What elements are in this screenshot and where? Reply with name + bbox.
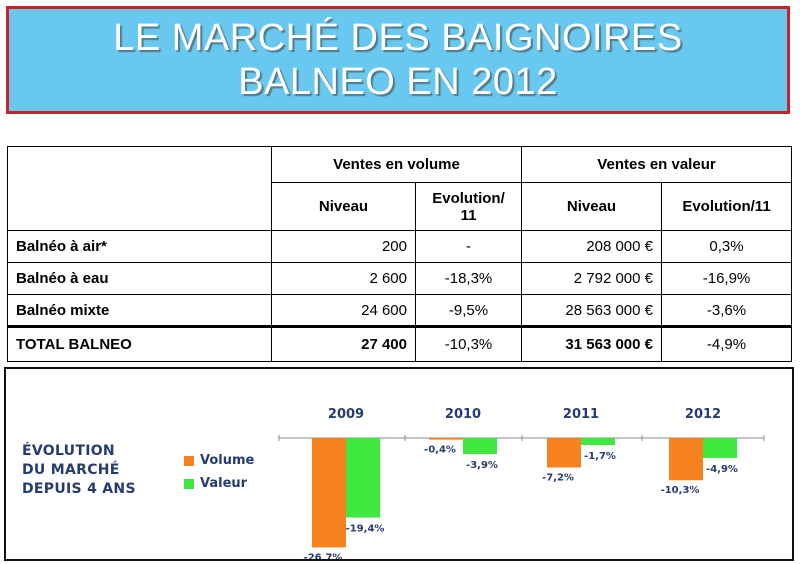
total-label: TOTAL BALNEO xyxy=(7,325,272,362)
subheader-volume-evolution: Evolution/ 11 xyxy=(415,182,522,231)
legend-label-volume: Volume xyxy=(200,453,255,468)
total-volume-level: 27 400 xyxy=(271,325,416,362)
title-line-1: LE MARCHÉ DES BAIGNOIRES xyxy=(113,17,683,59)
bar-valeur-2011 xyxy=(581,438,615,445)
cell-volume-evolution: -18,3% xyxy=(415,262,522,295)
cell-volume-level: 24 600 xyxy=(271,294,416,327)
table-row: Balnéo à eau 2 600 -18,3% 2 792 000 € -1… xyxy=(7,262,792,295)
cell-value-level: 28 563 000 € xyxy=(521,294,662,327)
value-label-valeur-2009: -19,4% xyxy=(346,524,385,535)
cell-volume-level: 2 600 xyxy=(271,262,416,295)
bar-volume-2010 xyxy=(429,438,463,440)
subheader-value-level: Niveau xyxy=(521,182,662,231)
cell-volume-evolution: - xyxy=(415,230,522,263)
total-value-level: 31 563 000 € xyxy=(521,325,662,362)
cell-volume-evolution: -9,5% xyxy=(415,294,522,327)
value-label-valeur-2011: -1,7% xyxy=(584,451,616,462)
title-banner: LE MARCHÉ DES BAIGNOIRES BALNEO EN 2012 xyxy=(6,6,790,114)
subheader-value-evolution: Evolution/11 xyxy=(661,182,792,231)
legend-item-valeur: Valeur xyxy=(184,472,254,495)
subheader-volume-level: Niveau xyxy=(271,182,416,231)
row-label: Balnéo à eau xyxy=(7,262,272,295)
value-label-valeur-2010: -3,9% xyxy=(466,460,498,471)
bar-valeur-2012 xyxy=(703,438,737,459)
legend-swatch-valeur xyxy=(184,478,194,489)
cell-value-level: 208 000 € xyxy=(521,230,662,263)
table-total-row: TOTAL BALNEO 27 400 -10,3% 31 563 000 € … xyxy=(7,325,792,362)
chart-side-title: ÉVOLUTION DU MARCHÉ DEPUIS 4 ANS xyxy=(22,442,136,499)
table-header-row-2: Niveau Evolution/ 11 Niveau Evolution/11 xyxy=(8,182,792,231)
cell-value-evolution: -16,9% xyxy=(661,262,792,295)
table-row: Balnéo mixte 24 600 -9,5% 28 563 000 € -… xyxy=(7,294,792,327)
chart-legend: Volume Valeur xyxy=(184,449,254,495)
value-label-volume-2012: -10,3% xyxy=(661,485,700,496)
header-value: Ventes en valeur xyxy=(521,146,792,183)
cell-value-evolution: -3,6% xyxy=(661,294,792,327)
legend-item-volume: Volume xyxy=(184,449,254,472)
side-title-line: DU MARCHÉ xyxy=(22,462,120,478)
header-volume: Ventes en volume xyxy=(271,146,522,183)
table-corner-cell xyxy=(7,146,272,231)
legend-swatch-volume xyxy=(184,455,194,466)
side-title-line: ÉVOLUTION xyxy=(22,443,115,459)
table-header-row-1: Ventes en volume Ventes en valeur xyxy=(7,146,792,231)
bar-chart: 2009 2010 2011 2012 -26,7% -0,4% -7,2% -10,3% -1… xyxy=(278,407,765,559)
bar-volume-2009 xyxy=(312,438,346,548)
evolution-chart-panel: ÉVOLUTION DU MARCHÉ DEPUIS 4 ANS Volume … xyxy=(4,367,794,561)
bar-valeur-2010 xyxy=(463,438,497,454)
value-label-volume-2010: -0,4% xyxy=(424,445,456,456)
row-label: Balnéo mixte xyxy=(7,294,272,327)
bar-valeur-2009 xyxy=(346,438,380,518)
cell-value-evolution: 0,3% xyxy=(661,230,792,263)
bar-volume-2011 xyxy=(547,438,581,468)
category-label-2011: 2011 xyxy=(563,407,599,422)
category-label-2010: 2010 xyxy=(445,407,481,422)
category-label-2009: 2009 xyxy=(328,407,364,422)
value-label-valeur-2012: -4,9% xyxy=(706,464,738,475)
title-line-2: BALNEO EN 2012 xyxy=(238,61,558,103)
legend-label-valeur: Valeur xyxy=(200,476,248,491)
table-row: Balnéo à air* 200 - 208 000 € 0,3% xyxy=(7,230,792,263)
side-title-line: DEPUIS 4 ANS xyxy=(22,481,136,497)
category-label-2012: 2012 xyxy=(685,407,721,422)
cell-volume-level: 200 xyxy=(271,230,416,263)
total-value-evolution: -4,9% xyxy=(661,325,792,362)
value-label-volume-2009: -26,7% xyxy=(304,552,343,559)
bar-volume-2012 xyxy=(669,438,703,481)
sales-table: Ventes en volume Ventes en valeur Niveau… xyxy=(7,146,792,362)
cell-value-level: 2 792 000 € xyxy=(521,262,662,295)
row-label: Balnéo à air* xyxy=(7,230,272,263)
value-label-volume-2011: -7,2% xyxy=(542,473,574,484)
total-volume-evolution: -10,3% xyxy=(415,325,522,362)
